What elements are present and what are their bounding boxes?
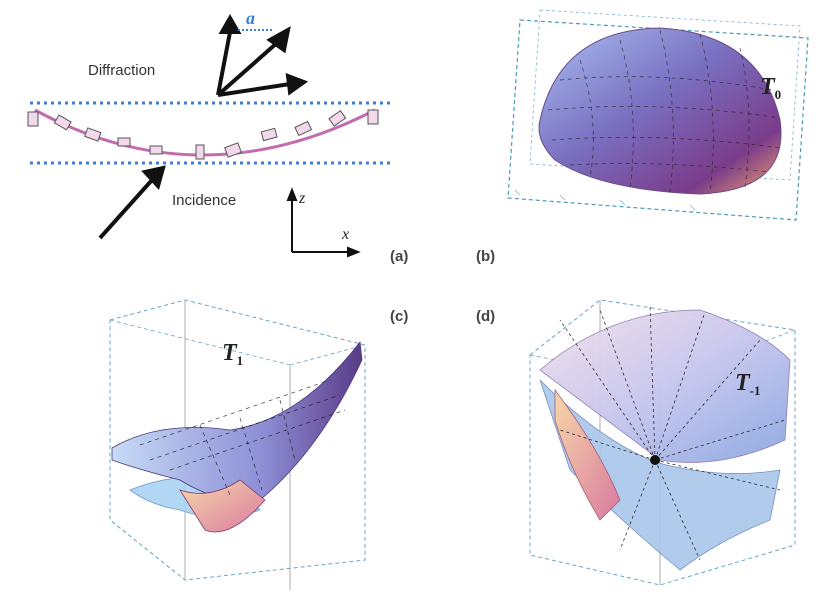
sheet-d-back — [539, 309, 791, 463]
surface-symbol-c: T — [222, 340, 237, 366]
surface-label-b: T0 — [760, 74, 781, 103]
grating-elements — [27, 109, 379, 160]
diffraction-arrows — [216, 13, 309, 97]
panel-tag-a: (a) — [390, 248, 409, 265]
hemisphere-surface — [538, 27, 782, 195]
hemisphere-grid — [547, 29, 783, 194]
panel-tag-d: (d) — [476, 308, 496, 325]
panel-d-plot — [529, 299, 796, 586]
panel-tag-b: (b) — [476, 248, 496, 265]
panel-c-plot — [109, 299, 366, 590]
sheet-d-warm — [554, 388, 621, 521]
surface-symbol-b: T — [760, 74, 775, 100]
coordinate-axes — [286, 187, 361, 258]
sheet-fold — [179, 479, 266, 533]
panel-b-plot — [507, 9, 809, 221]
incidence-arrow — [98, 165, 166, 240]
singular-point — [650, 455, 660, 465]
sheet-d-grid — [559, 304, 786, 561]
surface-label-c: T1 — [222, 340, 243, 369]
sheet-d-front — [539, 379, 781, 571]
panel-tag-c: (c) — [390, 308, 409, 325]
surface-subscript-b: 0 — [774, 87, 782, 102]
sheet-upper — [111, 340, 363, 502]
incidence-label: Incidence — [172, 192, 237, 209]
sheet-c-grid — [139, 379, 346, 496]
surface-label-d: T-1 — [735, 370, 761, 399]
surface-subscript-d: -1 — [749, 383, 761, 398]
surface-symbol-d: T — [735, 370, 750, 396]
period-symbol: a — [246, 8, 255, 28]
diffraction-label: Diffraction — [88, 62, 156, 79]
surface-subscript-c: 1 — [236, 353, 244, 368]
bounding-box-b — [507, 19, 809, 221]
panel-a-schematic — [27, 13, 390, 258]
axis-x-label: x — [342, 226, 350, 243]
axis-z-label: z — [299, 190, 306, 207]
